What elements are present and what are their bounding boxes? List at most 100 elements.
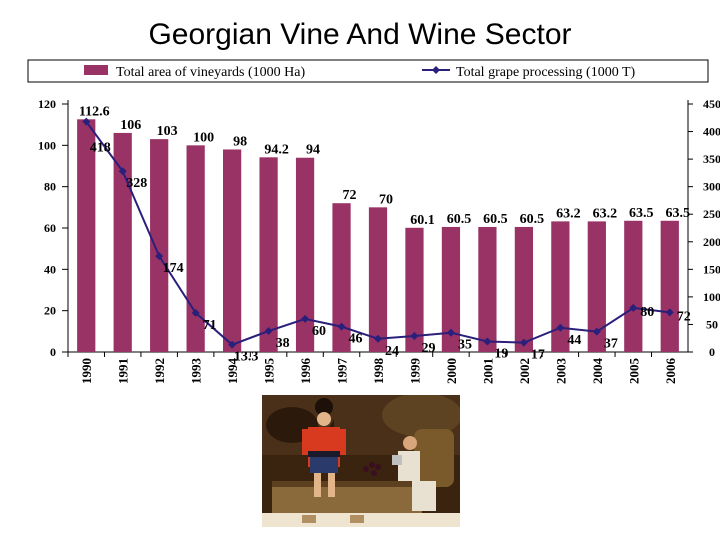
line-point-2006 — [665, 308, 674, 317]
y-tick-label-right: 0 — [709, 345, 715, 359]
x-tick-label: 1998 — [371, 358, 386, 385]
line-value-label: 80 — [640, 305, 654, 320]
bar-2005 — [624, 220, 643, 352]
line-point-1994 — [228, 340, 237, 349]
y-tick-label-left: 120 — [38, 97, 56, 111]
line-value-label: 38 — [276, 336, 290, 351]
line-point-1996 — [301, 314, 310, 323]
line-point-2004 — [592, 327, 601, 336]
x-tick-label: 1999 — [407, 358, 422, 385]
legend-box — [27, 59, 709, 83]
line-value-label: 60 — [312, 324, 326, 339]
line-value-label: 328 — [126, 176, 147, 191]
y-tick-label-right: 100 — [703, 290, 720, 304]
bar-value-label: 60.5 — [483, 212, 508, 227]
line-point-2001 — [483, 337, 492, 346]
grape-treading-illustration — [262, 395, 460, 527]
bar-value-label: 63.5 — [629, 206, 654, 221]
legend-label-processing: Total grape processing (1000 T) — [456, 65, 635, 80]
bar-1997 — [332, 203, 351, 352]
line-value-label: 24 — [385, 344, 399, 359]
line-point-2005 — [629, 303, 638, 312]
line-value-label: 29 — [421, 341, 435, 356]
line-point-2000 — [446, 328, 455, 337]
y-tick-label-right: 200 — [703, 235, 720, 249]
x-tick-label: 2005 — [626, 358, 641, 385]
x-tick-label: 1993 — [189, 358, 204, 385]
bar-value-label: 94 — [306, 143, 320, 158]
x-tick-label: 2001 — [480, 358, 495, 384]
page-title: Georgian Vine And Wine Sector — [148, 18, 572, 51]
x-tick-label: 1995 — [262, 358, 277, 385]
legend-swatch-vineyards — [84, 65, 108, 75]
bar-1990 — [77, 119, 96, 352]
bar-value-label: 63.5 — [666, 206, 691, 221]
bar-2000 — [441, 226, 461, 352]
line-point-2003 — [556, 323, 565, 332]
line-value-label: 13.3 — [234, 350, 259, 365]
bar-value-label: 60.1 — [410, 213, 435, 228]
line-value-label: 46 — [349, 332, 363, 347]
line-point-1993 — [191, 308, 200, 317]
bar-1994 — [223, 149, 242, 352]
line-value-label: 44 — [567, 333, 581, 348]
y-tick-label-right: 400 — [703, 125, 720, 139]
x-tick-label: 2000 — [444, 358, 459, 384]
bar-value-label: 106 — [120, 118, 141, 133]
bar-value-label: 112.6 — [79, 104, 110, 119]
bar-value-label: 103 — [157, 124, 178, 139]
line-value-label: 174 — [163, 261, 184, 276]
bar-1995 — [259, 157, 278, 352]
bar-value-label: 72 — [343, 188, 357, 203]
y-tick-label-left: 20 — [44, 304, 56, 318]
x-tick-label: 2002 — [517, 358, 532, 384]
line-point-1995 — [264, 327, 273, 336]
y-tick-label-right: 350 — [703, 152, 720, 166]
line-point-1990 — [82, 117, 91, 126]
x-tick-label: 1996 — [298, 358, 313, 385]
line-value-label: 37 — [604, 337, 618, 352]
bar-value-label: 63.2 — [593, 206, 618, 221]
line-point-1998 — [374, 334, 382, 343]
bar-value-label: 60.5 — [447, 212, 472, 227]
bar-1991 — [113, 132, 132, 352]
bar-2003 — [551, 221, 570, 352]
y-tick-label-right: 300 — [703, 180, 720, 194]
chart: Total area of vineyards (1000 Ha) Total g… — [27, 59, 720, 385]
bar-2002 — [514, 226, 533, 352]
bar-series — [77, 119, 679, 352]
bar-value-label: 70 — [379, 192, 393, 207]
chart-legend: Total area of vineyards (1000 Ha) Total g… — [27, 59, 709, 83]
y-tick-label-right: 50 — [706, 317, 718, 331]
y-tick-label-right: 450 — [703, 97, 720, 111]
x-tick-label: 2006 — [663, 358, 678, 385]
line-point-1992 — [155, 252, 164, 261]
line-value-label: 35 — [458, 338, 472, 353]
y-tick-label-right: 250 — [703, 207, 720, 221]
line-point-1991 — [118, 167, 127, 176]
x-tick-label: 2003 — [553, 358, 568, 385]
bar-2006 — [660, 220, 679, 352]
x-tick-label: 1994 — [225, 358, 240, 385]
bar-value-label: 94.2 — [264, 142, 289, 157]
y-tick-label-left: 80 — [44, 180, 56, 194]
line-value-label: 418 — [90, 141, 111, 156]
legend-marker-processing — [432, 66, 440, 74]
line-value-label: 19 — [494, 347, 508, 362]
x-tick-label: 1991 — [116, 358, 131, 384]
x-tick-label: 2004 — [590, 358, 605, 385]
line-point-2002 — [519, 338, 528, 347]
y-tick-label-left: 0 — [50, 345, 56, 359]
bar-value-label: 98 — [233, 134, 247, 149]
y-tick-label-left: 40 — [44, 262, 56, 276]
bar-1993 — [186, 145, 205, 352]
line-point-1999 — [410, 332, 419, 341]
x-tick-label: 1992 — [152, 358, 167, 384]
line-value-label: 71 — [203, 318, 217, 333]
bar-1996 — [295, 157, 315, 352]
bar-1999 — [405, 227, 424, 352]
line-series — [82, 117, 674, 349]
line-value-label: 17 — [531, 348, 545, 363]
bar-value-label: 63.2 — [556, 206, 581, 221]
bar-2004 — [587, 221, 606, 352]
